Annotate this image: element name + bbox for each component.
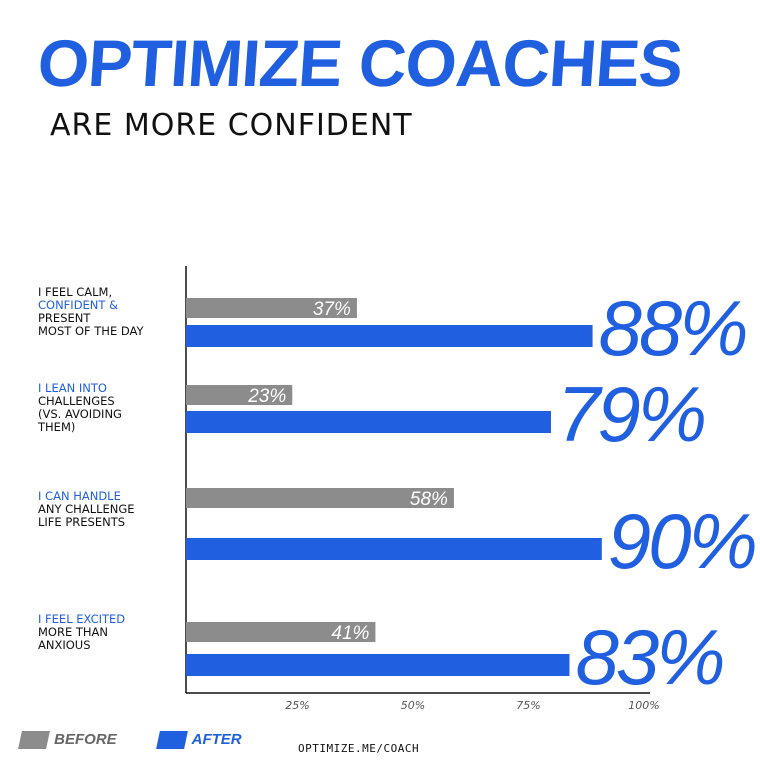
footer-url[interactable]: OPTIMIZE.ME/COACH: [298, 742, 420, 755]
before-bar: [186, 622, 376, 642]
after-value-label: 83%: [575, 613, 722, 701]
category-label-line: MORE THAN: [38, 625, 109, 639]
after-value-label: 88%: [599, 284, 746, 372]
before-value-label: 37%: [313, 299, 351, 320]
before-value-label: 58%: [410, 489, 448, 510]
legend-before-swatch: [18, 731, 50, 750]
category-label-line: MOST OF THE DAY: [38, 324, 144, 338]
category-label-line: (VS. AVOIDING: [38, 407, 122, 421]
category-label: I LEAN INTO CHALLENGES (VS. AVOIDING THEM): [38, 382, 178, 434]
after-bar: [186, 325, 593, 347]
legend-after: AFTER: [156, 728, 242, 752]
category-label: I CAN HANDLE ANY CHALLENGE LIFE PRESENTS: [38, 490, 178, 529]
category-label-line: ANXIOUS: [38, 638, 91, 652]
category-label-line: CHALLENGES: [38, 394, 115, 408]
after-value-label: 90%: [608, 497, 755, 585]
before-bar: [186, 385, 293, 405]
x-tick-label: 25%: [285, 699, 309, 712]
category-label: I FEEL CALM, CONFIDENT & PRESENT MOST OF TH…: [38, 286, 178, 338]
before-value-label: 41%: [331, 623, 369, 644]
category-label-line: LIFE PRESENTS: [38, 515, 126, 529]
category-label-line: I CAN HANDLE: [38, 489, 121, 503]
category-label-line: PRESENT: [38, 311, 91, 325]
legend-before-label: BEFORE: [54, 731, 117, 748]
after-bar: [186, 411, 551, 433]
legend-after-label: AFTER: [191, 731, 242, 748]
category-label-line: CONFIDENT &: [38, 298, 119, 312]
chart-subtitle: ARE MORE CONFIDENT: [50, 108, 413, 143]
legend-after-swatch: [156, 731, 188, 750]
x-tick-label: 50%: [401, 699, 425, 712]
after-value-label: 79%: [557, 370, 704, 458]
category-label-line: ANY CHALLENGE: [38, 502, 135, 516]
category-label-line: I LEAN INTO: [38, 381, 107, 395]
x-tick-label: 100%: [628, 699, 659, 712]
after-bar: [186, 538, 602, 560]
legend-before: BEFORE: [18, 728, 117, 752]
category-label-line: I FEEL CALM,: [38, 285, 113, 299]
before-bar: [186, 488, 454, 508]
category-label-line: THEM): [38, 420, 76, 434]
before-value-label: 23%: [247, 386, 286, 407]
category-label: I FEEL EXCITED MORE THAN ANXIOUS: [38, 613, 178, 652]
category-label-line: I FEEL EXCITED: [38, 612, 126, 626]
x-tick-label: 75%: [516, 699, 540, 712]
before-bar: [186, 298, 357, 318]
after-bar: [186, 654, 570, 676]
